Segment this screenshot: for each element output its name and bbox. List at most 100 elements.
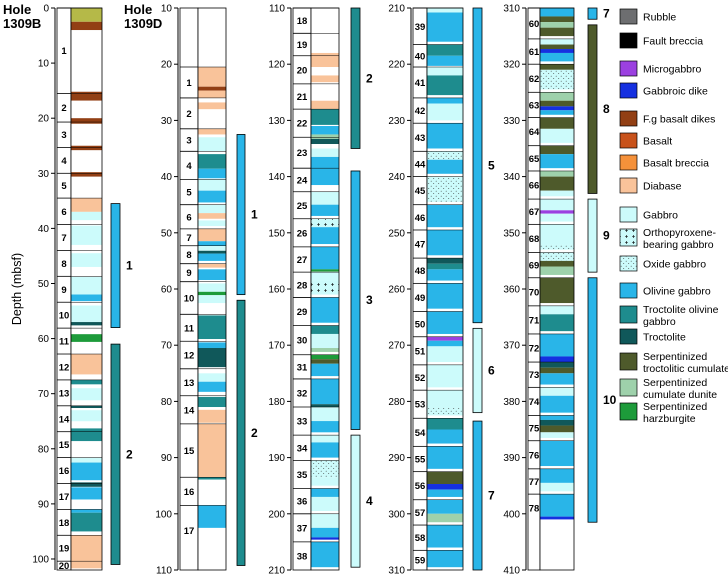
unit-bar [587,24,598,194]
lithology-interval-fg-basalt-dikes [71,145,102,151]
core-number-label: 20 [297,65,308,76]
core-number-label: 10 [184,293,195,304]
lithology-interval-olivine-gabbro [311,246,339,270]
depth-tick-label: 390 [503,453,520,464]
core-number-label: 63 [529,100,540,111]
core-number-label: 29 [297,307,308,318]
depth-tick-label: 170 [268,341,285,352]
depth-tick-label: 20 [161,60,173,71]
lithology-interval-olivine-gabbro [540,395,574,413]
unit-label: 3 [366,293,373,307]
lithology-interval-diabase [198,213,226,219]
core-number-label: 17 [59,492,70,503]
lithology-interval-gabbro [71,305,102,323]
legend-item-serp-cumulate-dunite: Serpentinized cumulate dunite [619,377,717,401]
lithology-interval-serp-troctolitic-cumulate [540,145,574,155]
depth-tick-label: 10 [161,4,173,15]
lithology-interval-gabbro [198,373,226,382]
core-number-label: 9 [186,268,191,279]
lithology-interval-diabase [198,67,226,87]
unit-bar [472,420,483,571]
lithology-interval-olivine-gabbro [427,283,463,309]
lithology-interval-gabbro [427,8,463,13]
core-number-label: 9 [61,285,66,296]
lithology-interval-fg-basalt-dikes [71,172,102,177]
lithology-interval-troctolite [198,250,226,254]
lithology-column [70,7,103,571]
unit-label: 7 [488,489,495,503]
legend-swatch [619,228,638,247]
legend-swatch [619,132,638,149]
lithology-interval-olivine-gabbro [427,489,463,497]
lithology-interval-diabase [311,75,339,83]
core-number-label: 2 [61,103,66,114]
core-number-label: 48 [415,266,426,277]
lithology-interval-serp-cumulate-dunite [540,92,574,101]
lithology-interval-olivine-gabbro [198,241,226,246]
lithology-interval-serp-cumulate-dunite [540,266,574,275]
lithology-interval-serp-troctolitic-cumulate [540,16,574,23]
depth-tick-label: 360 [503,285,520,296]
legend-swatch [619,177,638,194]
lithology-interval-olivine-gabbro [427,97,463,104]
legend-label: F.g basalt dikes [643,114,715,126]
lithology-interval-serp-harzburgite [198,291,226,296]
unit-bar [472,7,483,324]
legend-swatch [619,32,638,49]
core-number-label: 13 [184,378,195,389]
lithology-interval-rubble-yellow [71,8,102,22]
legend-item-troctolitic-olivine-gabbro: Troctolite olivine gabbro [619,304,719,328]
lithology-interval-olivine-gabbro [198,342,226,349]
depth-tick-label: 350 [503,228,520,239]
lithology-interval-gabbro [540,128,574,143]
unit-bar [236,134,246,296]
depth-tick-label: 40 [38,224,50,235]
depth-tick-label: 280 [388,397,405,408]
core-number-label: 61 [529,47,540,58]
lithology-interval-olivine-gabbro [311,204,339,216]
unit-label: 2 [366,71,373,85]
lithology-interval-gabbroic-dike [540,516,574,520]
lithology-interval-opx-gabbro [311,280,339,295]
lithology-interval-gabbro [71,276,102,295]
lithology-interval-olivine-gabbro [198,168,226,179]
depth-tick-label: 150 [268,228,285,239]
lithology-column [310,7,340,571]
lithology-interval-gabbro [540,305,574,315]
core-number-label: 31 [297,362,308,373]
lithology-interval-troctolitic-olivine-gabbro [198,315,226,340]
unit-bar [110,203,121,328]
lithology-interval-gabbro [198,295,226,304]
lithology-interval-serp-troctolitic-cumulate [540,100,574,107]
core-number-label: 50 [415,320,426,331]
legend-item-gabbro: Gabbro [619,206,678,223]
core-number-label: 11 [59,337,70,348]
unit-label: 6 [488,363,495,377]
lithology-interval-oxide-gabbro [540,252,574,261]
lithology-interval-diabase [311,52,339,68]
lithology-interval-serp-cumulate-dunite [311,348,339,352]
core-number-label: 5 [186,188,192,199]
legend-item-oxide-gabbro: Oxide gabbro [619,255,706,272]
legend-swatch [619,206,638,223]
legend-item-basalt: Basalt [619,132,672,149]
lithology-interval-olivine-gabbro [540,110,574,115]
unit-bar [236,299,246,566]
lithology-interval-serp-troctolitic-cumulate [540,367,574,374]
lithology-interval-gabbro [71,457,102,463]
lithology-interval-diabase [71,535,102,569]
core-number-label: 14 [184,405,195,416]
legend-swatch [619,305,638,324]
core-number-label: 10 [59,311,70,322]
core-number-label: 58 [415,533,426,544]
lithology-interval-gabbroic-dike [427,484,463,490]
lithology-interval-olivine-gabbro [427,229,463,256]
lithology-interval-olivine-gabbro [540,333,574,357]
depth-tick-label: 70 [161,341,173,352]
lithology-interval-olivine-gabbro [427,123,463,149]
lithology-interval-olivine-gabbro [540,52,574,62]
core-number-label: 5 [61,181,67,192]
lithology-interval-troctolitic-olivine-gabbro [198,477,226,480]
unit-bar [587,198,598,273]
legend-swatch [619,282,638,299]
